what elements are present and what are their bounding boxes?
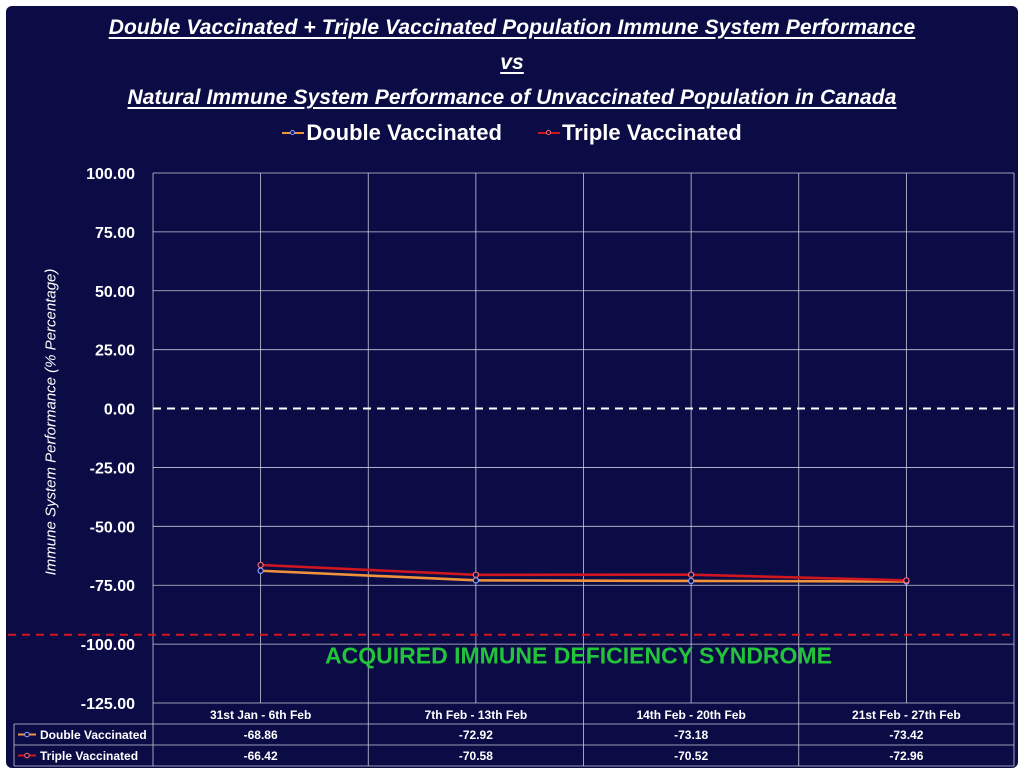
data-point-double <box>257 567 264 574</box>
table-swatch-marker-double <box>24 731 30 738</box>
y-tick-label: -75.00 <box>90 578 135 595</box>
y-tick-label: 0.00 <box>104 402 135 419</box>
aids-annotation: ACQUIRED IMMUNE DEFICIENCY SYNDROME <box>325 643 832 669</box>
data-point-double <box>687 577 695 585</box>
chart-frame <box>6 6 1018 768</box>
series-layer <box>257 561 910 585</box>
data-point-triple <box>687 571 695 578</box>
grid-layer <box>152 172 1015 766</box>
y-tick-label: 50.00 <box>95 284 135 301</box>
series-line-double <box>260 569 907 583</box>
chart-title-line-3: Natural Immune System Performance of Unv… <box>127 86 897 109</box>
legend-swatch-triple <box>537 130 560 135</box>
reference-lines <box>8 407 1014 636</box>
table-value-double: -68.86 <box>244 728 278 742</box>
data-point-double <box>472 577 480 584</box>
data-point-triple <box>903 577 910 584</box>
table-value-double: -72.92 <box>459 728 493 742</box>
table-value-double: -73.42 <box>889 728 923 742</box>
legend-label-double: Double Vaccinated <box>306 120 502 145</box>
table-value-triple: -72.96 <box>889 749 923 763</box>
legend-label-triple: Triple Vaccinated <box>561 120 742 145</box>
y-tick-label: 100.00 <box>86 166 135 183</box>
table-swatch-marker-triple <box>24 752 30 759</box>
y-tick-labels: 100.00 75.00 50.00 25.00 0.00 -25.00 -50.00 -75… <box>81 166 135 713</box>
table-value-triple: -66.42 <box>244 749 278 763</box>
y-tick-label: -50.00 <box>90 519 135 536</box>
table-value-triple: -70.52 <box>674 749 708 763</box>
table-row-label-double: Double Vaccinated <box>40 728 147 742</box>
y-tick-label: -125.00 <box>81 696 135 713</box>
y-tick-label: -100.00 <box>81 637 135 654</box>
chart-title-line-1: Double Vaccinated + Triple Vaccinated Po… <box>108 16 916 39</box>
table-row-label-triple: Triple Vaccinated <box>40 749 138 763</box>
data-point-triple <box>472 571 480 579</box>
legend-item-double: Double Vaccinated <box>282 120 502 146</box>
y-tick-label: -25.00 <box>90 460 135 477</box>
legend-swatch-double <box>282 130 305 135</box>
category-label: 7th Feb - 13th Feb <box>425 708 528 722</box>
table-value-double: -73.18 <box>674 728 708 742</box>
series-line-triple <box>260 563 907 582</box>
category-label: 14th Feb - 20th Feb <box>636 708 745 722</box>
data-table: 31st Jan - 6th Feb 7th Feb - 13th Feb 14th… <box>13 708 1014 767</box>
table-value-triple: -70.58 <box>459 749 493 763</box>
data-point-triple <box>257 561 264 569</box>
chart-legend: Double Vaccinated Triple Vaccinated <box>0 120 1024 146</box>
legend-item-triple: Triple Vaccinated <box>537 120 742 146</box>
annotation-layer: ACQUIRED IMMUNE DEFICIENCY SYNDROME <box>325 643 832 669</box>
category-label: 21st Feb - 27th Feb <box>852 708 961 722</box>
chart-title-line-2: vs <box>500 51 524 74</box>
y-tick-label: 75.00 <box>95 225 135 242</box>
y-tick-label: 25.00 <box>95 343 135 360</box>
category-label: 31st Jan - 6th Feb <box>210 708 311 722</box>
